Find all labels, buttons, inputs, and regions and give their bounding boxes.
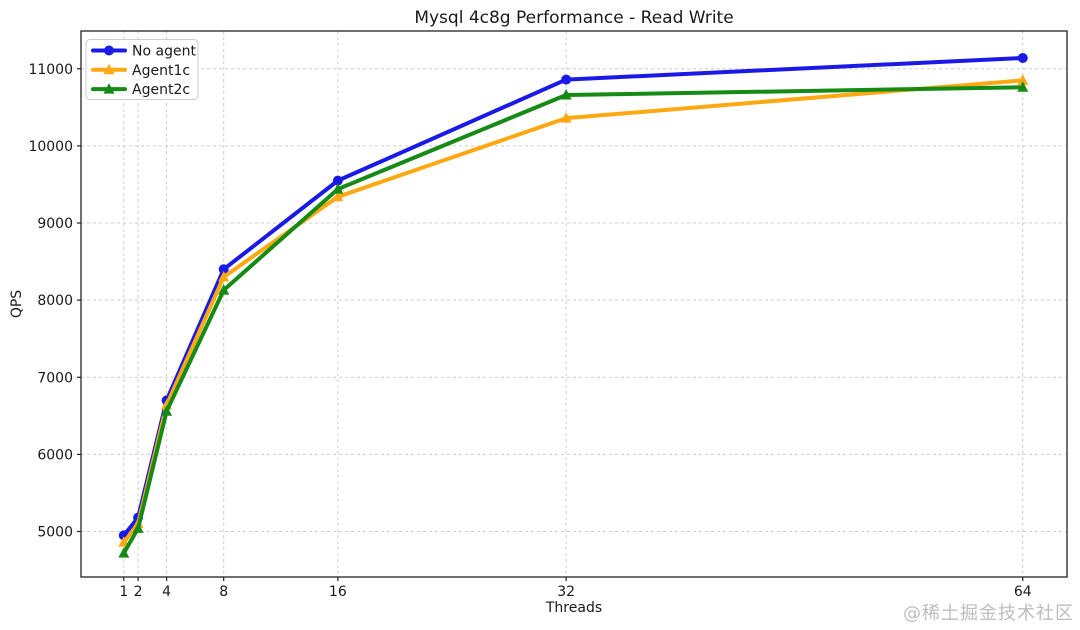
y-tick-label: 9000: [37, 216, 73, 232]
y-axis-label: QPS: [9, 289, 25, 319]
data-point-circle: [561, 74, 572, 85]
data-point-triangle: [118, 547, 130, 558]
y-tick-label: 11000: [28, 62, 73, 78]
x-tick-label: 8: [219, 584, 228, 600]
data-point-triangle: [1017, 74, 1029, 85]
series-line: [121, 78, 1025, 545]
data-point-triangle: [332, 183, 344, 194]
x-tick-label: 2: [134, 584, 143, 600]
legend-item-label: Agent2c: [132, 82, 190, 98]
legend-marker-circle: [104, 45, 114, 56]
data-point-triangle: [218, 271, 230, 282]
data-point-triangle: [332, 190, 344, 202]
x-axis-label: Threads: [545, 600, 603, 616]
legend-item-label: Agent1c: [132, 63, 190, 79]
legend: [85, 39, 199, 100]
legend-marker-triangle: [103, 63, 115, 75]
x-tick-label: 64: [1014, 584, 1032, 600]
plot-border: [80, 30, 1068, 578]
data-point-triangle: [560, 112, 572, 123]
legend-item-label: No agent: [132, 44, 196, 60]
y-tick-label: 10000: [28, 139, 73, 155]
x-tick-label: 32: [557, 584, 575, 600]
series-line: [121, 55, 1025, 538]
data-point-triangle: [118, 536, 130, 547]
data-point-triangle: [1017, 81, 1029, 92]
data-point-triangle: [218, 284, 230, 295]
y-tick-label: 6000: [37, 447, 73, 463]
legend-marker-triangle: [103, 83, 115, 94]
series-line: [121, 85, 1025, 556]
watermark: @稀土掘金技术社区: [903, 603, 1074, 624]
data-point-circle: [1017, 52, 1028, 63]
y-tick-label: 7000: [37, 370, 73, 386]
data-point-triangle: [161, 405, 173, 416]
y-tick-label: 8000: [37, 293, 73, 309]
chart-title: Mysql 4c8g Performance - Read Write: [414, 8, 734, 28]
data-point-circle: [218, 264, 229, 275]
x-tick-label: 4: [162, 584, 171, 600]
x-tick-label: 1: [119, 584, 128, 600]
y-tick-label: 5000: [37, 525, 73, 541]
data-point-triangle: [132, 522, 144, 533]
x-tick-label: 16: [329, 584, 347, 600]
data-point-triangle: [560, 89, 572, 100]
data-point-circle: [332, 175, 343, 186]
